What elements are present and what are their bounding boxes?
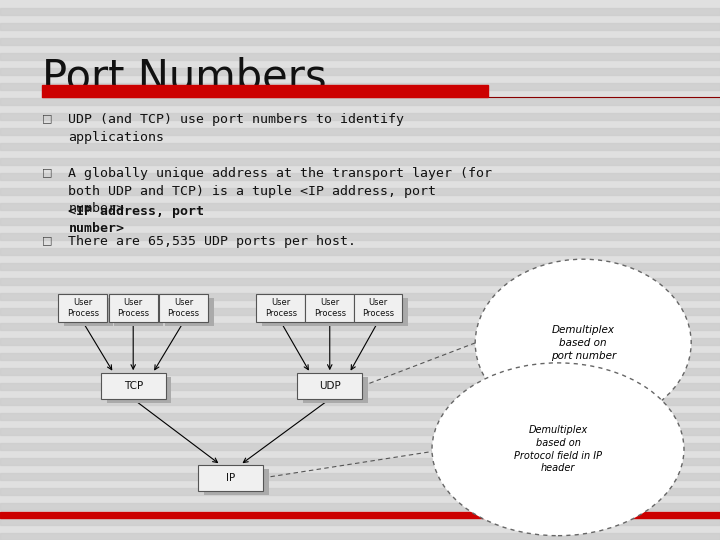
Bar: [42, 85, 488, 97]
Bar: [0, 37, 720, 45]
Bar: [0, 293, 720, 300]
FancyBboxPatch shape: [204, 469, 269, 495]
Bar: [0, 413, 720, 420]
Bar: [0, 512, 720, 518]
FancyBboxPatch shape: [262, 298, 311, 326]
Text: A globally unique address at the transport layer (for
both UDP and TCP) is a tup: A globally unique address at the transpo…: [68, 167, 492, 215]
Bar: [0, 307, 720, 315]
Bar: [0, 368, 720, 375]
Bar: [0, 83, 720, 90]
Text: User
Process: User Process: [117, 298, 149, 318]
Bar: [0, 143, 720, 150]
Bar: [0, 8, 720, 15]
FancyBboxPatch shape: [198, 465, 263, 491]
Bar: [0, 127, 720, 135]
Bar: [0, 382, 720, 390]
Bar: [0, 278, 720, 285]
FancyBboxPatch shape: [165, 298, 214, 326]
Bar: [0, 428, 720, 435]
Bar: [0, 218, 720, 225]
Bar: [0, 488, 720, 495]
Text: There are 65,535 UDP ports per host.: There are 65,535 UDP ports per host.: [68, 235, 356, 248]
Ellipse shape: [475, 259, 691, 427]
Text: User
Process: User Process: [314, 298, 346, 318]
Bar: [0, 112, 720, 120]
Bar: [0, 442, 720, 450]
Bar: [0, 172, 720, 180]
Bar: [0, 233, 720, 240]
Bar: [0, 23, 720, 30]
Bar: [0, 517, 720, 525]
Text: IP: IP: [226, 473, 235, 483]
Text: UDP: UDP: [319, 381, 341, 391]
FancyBboxPatch shape: [159, 294, 208, 322]
FancyBboxPatch shape: [305, 294, 354, 322]
Bar: [0, 262, 720, 270]
FancyBboxPatch shape: [297, 373, 362, 399]
Text: User
Process: User Process: [265, 298, 297, 318]
Bar: [0, 52, 720, 60]
Text: TCP: TCP: [124, 381, 143, 391]
Bar: [0, 322, 720, 330]
Bar: [0, 98, 720, 105]
Text: □: □: [42, 167, 53, 178]
Bar: [0, 457, 720, 465]
Bar: [0, 158, 720, 165]
Text: Demultiplex
based on
port number: Demultiplex based on port number: [551, 325, 616, 361]
FancyBboxPatch shape: [107, 377, 171, 403]
Text: User
Process: User Process: [67, 298, 99, 318]
Text: □: □: [42, 113, 53, 124]
FancyBboxPatch shape: [101, 373, 166, 399]
Text: UDP (and TCP) use port numbers to identify
applications: UDP (and TCP) use port numbers to identi…: [68, 113, 405, 144]
FancyBboxPatch shape: [303, 377, 368, 403]
Bar: [0, 202, 720, 210]
FancyBboxPatch shape: [64, 298, 113, 326]
Bar: [0, 247, 720, 255]
Ellipse shape: [432, 363, 684, 536]
Bar: [0, 187, 720, 195]
Bar: [0, 68, 720, 75]
Text: User
Process: User Process: [362, 298, 394, 318]
Bar: [0, 338, 720, 345]
FancyBboxPatch shape: [256, 294, 305, 322]
Text: <IP address, port
number>: <IP address, port number>: [68, 205, 204, 235]
FancyBboxPatch shape: [311, 298, 360, 326]
Bar: [0, 503, 720, 510]
FancyBboxPatch shape: [109, 294, 158, 322]
Bar: [0, 532, 720, 540]
Text: Port Numbers: Port Numbers: [42, 57, 326, 99]
FancyBboxPatch shape: [359, 298, 408, 326]
Bar: [0, 353, 720, 360]
FancyBboxPatch shape: [58, 294, 107, 322]
Text: □: □: [42, 235, 53, 245]
FancyBboxPatch shape: [114, 298, 163, 326]
Text: Demultiplex
based on
Protocol field in IP
header: Demultiplex based on Protocol field in I…: [514, 425, 602, 474]
Text: User
Process: User Process: [168, 298, 199, 318]
Bar: [0, 397, 720, 405]
Bar: [0, 472, 720, 480]
FancyBboxPatch shape: [354, 294, 402, 322]
